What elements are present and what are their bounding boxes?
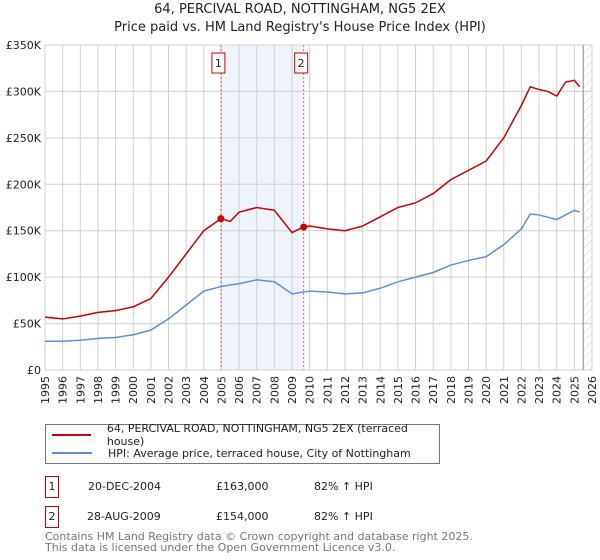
property-line — [44, 79, 581, 320]
x-tick-label: 1999 — [110, 376, 123, 404]
y-tick-label: £50K — [13, 318, 42, 331]
sale-date: 20-DEC-2004 — [88, 480, 162, 493]
x-tick-label: 1997 — [74, 376, 87, 404]
chart-subtitle: Price paid vs. HM Land Registry's House … — [114, 20, 486, 35]
price-chart: 1995 1996 1997 1998 1999 2000 2001 2002 2003 2004… — [6, 39, 599, 404]
hpi-line — [45, 209, 580, 342]
x-tick-label: 2004 — [198, 376, 211, 404]
sale-marker: 2 — [45, 506, 59, 528]
sale-date: 28-AUG-2009 — [87, 510, 161, 523]
sale-hpi: 82% ↑ HPI — [314, 480, 373, 493]
x-tick-label: 2014 — [374, 376, 387, 404]
x-tick-label: 2020 — [480, 376, 493, 404]
sale-point — [217, 215, 225, 223]
legend-item-hpi: HPI: Average price, terraced house, City… — [46, 444, 411, 462]
legend: 64, PERCIVAL ROAD, NOTTINGHAM, NG5 2EX (… — [45, 422, 440, 464]
y-tick-label: £150K — [6, 225, 42, 238]
x-tick-label: 2011 — [321, 376, 334, 404]
x-tick-label: 2024 — [551, 376, 564, 404]
x-tick-label: 2022 — [515, 376, 528, 404]
x-tick-label: 1998 — [92, 376, 105, 404]
sale-row: 1 20-DEC-2004 £163,000 82% ↑ HPI — [45, 476, 445, 498]
legend-swatch — [52, 452, 92, 454]
legend-swatch — [52, 434, 91, 436]
chart-title: 64, PERCIVAL ROAD, NOTTINGHAM, NG5 2EX — [154, 2, 446, 17]
y-tick-label: £100K — [6, 271, 42, 284]
legend-label: HPI: Average price, terraced house, City… — [108, 446, 411, 460]
y-tick-label: £200K — [6, 178, 42, 191]
x-tick-label: 1996 — [57, 376, 70, 404]
x-tick-label: 2015 — [392, 376, 405, 404]
x-tick-label: 2009 — [286, 376, 299, 404]
sale-price: £163,000 — [216, 480, 269, 493]
x-tick-label: 2001 — [145, 376, 158, 404]
x-tick-label: 2006 — [233, 376, 246, 404]
sale-marker: 1 — [45, 476, 59, 498]
footer-line: This data is licensed under the Open Gov… — [45, 541, 396, 554]
sale-row: 2 28-AUG-2009 £154,000 82% ↑ HPI — [45, 506, 445, 528]
x-tick-label: 2018 — [445, 376, 458, 404]
y-tick-label: £350K — [6, 39, 42, 52]
x-tick-label: 1995 — [39, 376, 52, 404]
x-tick-label: 2023 — [533, 376, 546, 404]
sale-hpi: 82% ↑ HPI — [314, 510, 373, 523]
sale-point — [300, 223, 308, 231]
x-tick-label: 2026 — [586, 376, 599, 404]
x-tick-label: 2003 — [180, 376, 193, 404]
legend-item-property: 64, PERCIVAL ROAD, NOTTINGHAM, NG5 2EX (… — [46, 422, 439, 448]
shaded-period — [220, 45, 304, 370]
y-tick-label: £300K — [6, 85, 42, 98]
x-tick-label: 2005 — [215, 376, 228, 404]
sale-price: £154,000 — [216, 510, 269, 523]
x-tick-label: 2013 — [357, 376, 370, 404]
x-tick-label: 2019 — [462, 376, 475, 404]
x-tick-label: 2007 — [251, 376, 264, 404]
footer: Contains HM Land Registry data © Crown c… — [45, 531, 473, 553]
x-tick-label: 2021 — [498, 376, 511, 404]
y-tick-label: £250K — [6, 132, 42, 145]
x-tick-label: 2010 — [304, 376, 317, 404]
footer-line: Contains HM Land Registry data © Crown c… — [45, 530, 473, 543]
x-tick-label: 2025 — [568, 376, 581, 404]
x-tick-label: 2017 — [427, 376, 440, 404]
legend-label: 64, PERCIVAL ROAD, NOTTINGHAM, NG5 2EX (… — [106, 422, 408, 448]
sale-marker-label: 2 — [298, 57, 305, 70]
x-tick-label: 2012 — [339, 376, 352, 404]
future-hatch — [583, 45, 592, 370]
x-tick-label: 2008 — [268, 376, 281, 404]
x-tick-label: 2002 — [163, 376, 176, 404]
x-tick-label: 2000 — [127, 376, 140, 404]
sale-marker-box — [211, 52, 226, 74]
x-tick-label: 2016 — [410, 376, 423, 404]
sale-marker-label: 1 — [215, 57, 222, 70]
sale-marker-box — [294, 52, 309, 74]
y-tick-label: £0 — [27, 364, 41, 377]
